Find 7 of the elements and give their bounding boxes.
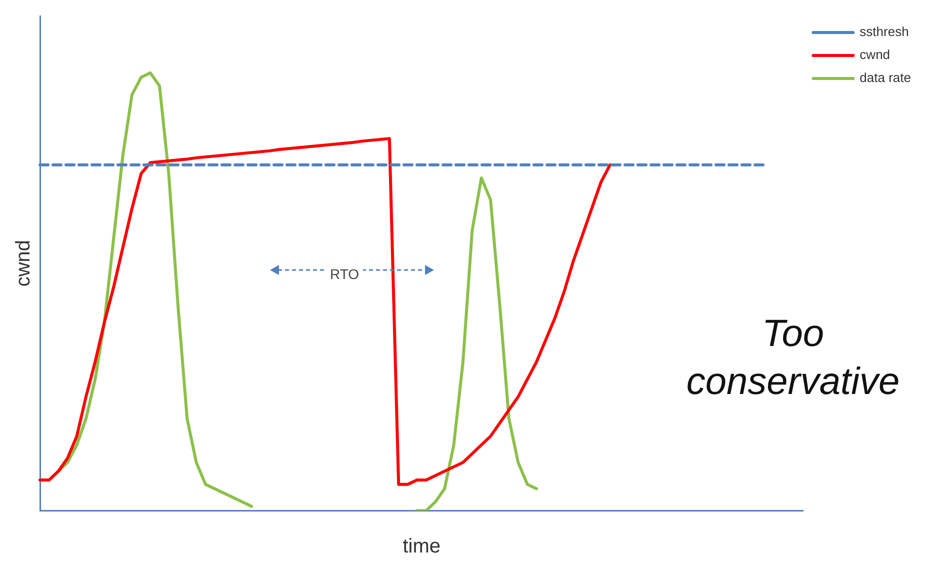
annotation: Too conservative (685, 312, 901, 405)
legend-label: cwnd (860, 47, 890, 62)
x-axis-title: time (402, 536, 440, 558)
legend-label: data rate (860, 70, 912, 86)
legend-label: ssthresh (860, 24, 909, 40)
y-axis-title: cwnd (12, 240, 35, 287)
annotation: RTO (326, 266, 364, 282)
